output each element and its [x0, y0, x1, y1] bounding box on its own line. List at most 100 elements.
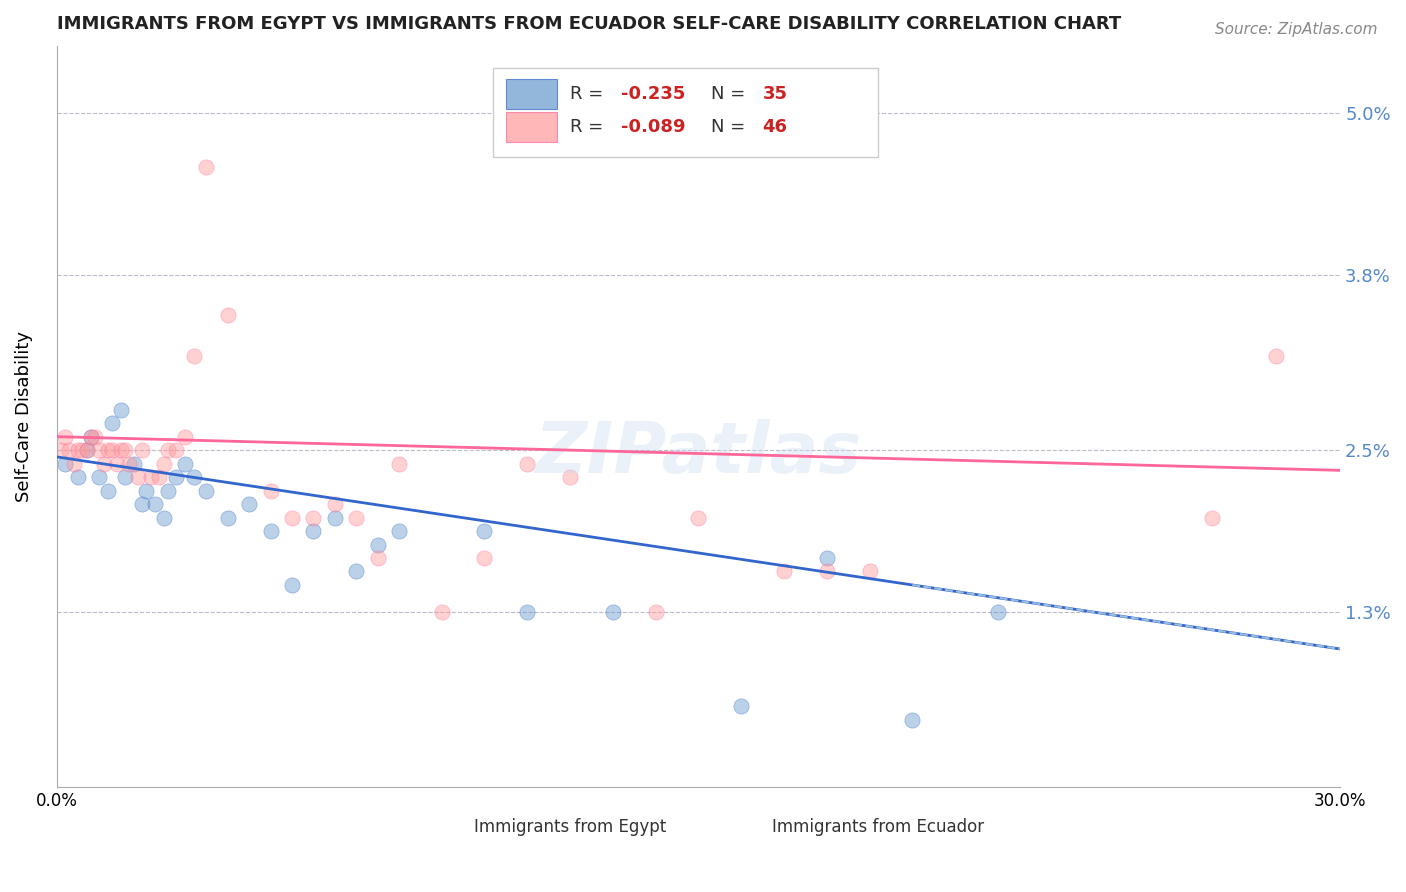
- FancyBboxPatch shape: [449, 821, 481, 843]
- Point: [62, 457, 84, 471]
- Point: [80, 430, 103, 444]
- Text: 46: 46: [762, 119, 787, 136]
- Point: [730, 699, 752, 714]
- Point: [131, 497, 153, 511]
- FancyBboxPatch shape: [506, 112, 557, 142]
- Point: [53, 430, 76, 444]
- Point: [367, 551, 389, 566]
- Point: [139, 470, 162, 484]
- Point: [156, 483, 179, 498]
- Point: [474, 524, 496, 538]
- Point: [49, 443, 72, 458]
- Point: [131, 443, 153, 458]
- Text: -0.235: -0.235: [621, 85, 686, 103]
- Point: [114, 470, 136, 484]
- Point: [152, 510, 174, 524]
- Point: [388, 524, 411, 538]
- Point: [84, 430, 107, 444]
- Text: R =: R =: [569, 119, 603, 136]
- Point: [183, 349, 205, 363]
- Point: [165, 443, 187, 458]
- Point: [815, 551, 838, 566]
- Point: [238, 497, 260, 511]
- Point: [688, 510, 710, 524]
- Point: [165, 470, 187, 484]
- Point: [602, 605, 624, 619]
- Point: [195, 483, 218, 498]
- Point: [516, 457, 538, 471]
- FancyBboxPatch shape: [506, 79, 557, 109]
- Point: [217, 308, 239, 322]
- Point: [195, 160, 218, 174]
- Point: [76, 443, 98, 458]
- Text: N =: N =: [711, 119, 745, 136]
- Point: [89, 443, 111, 458]
- FancyBboxPatch shape: [756, 821, 789, 843]
- Text: -0.089: -0.089: [621, 119, 686, 136]
- Text: N =: N =: [711, 85, 745, 103]
- Point: [474, 551, 496, 566]
- Point: [58, 443, 80, 458]
- Point: [1201, 510, 1223, 524]
- Point: [183, 470, 205, 484]
- Point: [1265, 349, 1288, 363]
- Point: [114, 443, 136, 458]
- Text: Source: ZipAtlas.com: Source: ZipAtlas.com: [1215, 22, 1378, 37]
- Point: [302, 524, 325, 538]
- Point: [558, 470, 581, 484]
- Point: [281, 578, 304, 592]
- Point: [344, 510, 367, 524]
- Point: [259, 483, 281, 498]
- Point: [127, 470, 149, 484]
- Point: [388, 457, 411, 471]
- Point: [344, 565, 367, 579]
- Point: [815, 565, 838, 579]
- Point: [430, 605, 453, 619]
- Text: Immigrants from Ecuador: Immigrants from Ecuador: [772, 818, 984, 836]
- Point: [105, 457, 128, 471]
- Point: [118, 457, 141, 471]
- Point: [152, 457, 174, 471]
- Point: [93, 457, 115, 471]
- Point: [323, 510, 346, 524]
- Text: Immigrants from Egypt: Immigrants from Egypt: [474, 818, 666, 836]
- Point: [174, 430, 197, 444]
- Point: [174, 457, 197, 471]
- Point: [76, 443, 98, 458]
- Point: [516, 605, 538, 619]
- Point: [148, 470, 170, 484]
- Point: [302, 510, 325, 524]
- Text: ZIPatlas: ZIPatlas: [534, 419, 862, 488]
- Point: [97, 443, 120, 458]
- Point: [110, 402, 132, 417]
- Text: 35: 35: [762, 85, 787, 103]
- Point: [323, 497, 346, 511]
- Point: [773, 565, 796, 579]
- Point: [97, 483, 120, 498]
- Text: R =: R =: [569, 85, 603, 103]
- Point: [101, 443, 124, 458]
- Point: [259, 524, 281, 538]
- Point: [122, 457, 145, 471]
- Point: [66, 443, 89, 458]
- Point: [367, 537, 389, 551]
- Point: [217, 510, 239, 524]
- Point: [80, 430, 103, 444]
- Point: [143, 497, 166, 511]
- FancyBboxPatch shape: [494, 68, 879, 157]
- Y-axis label: Self-Care Disability: Self-Care Disability: [15, 331, 32, 502]
- Text: IMMIGRANTS FROM EGYPT VS IMMIGRANTS FROM ECUADOR SELF-CARE DISABILITY CORRELATIO: IMMIGRANTS FROM EGYPT VS IMMIGRANTS FROM…: [56, 15, 1121, 33]
- Point: [135, 483, 157, 498]
- Point: [156, 443, 179, 458]
- Point: [53, 457, 76, 471]
- Point: [110, 443, 132, 458]
- Point: [72, 443, 94, 458]
- Point: [644, 605, 666, 619]
- Point: [101, 416, 124, 430]
- Point: [281, 510, 304, 524]
- Point: [858, 565, 880, 579]
- Point: [66, 470, 89, 484]
- Point: [987, 605, 1010, 619]
- Point: [901, 713, 924, 727]
- Point: [89, 470, 111, 484]
